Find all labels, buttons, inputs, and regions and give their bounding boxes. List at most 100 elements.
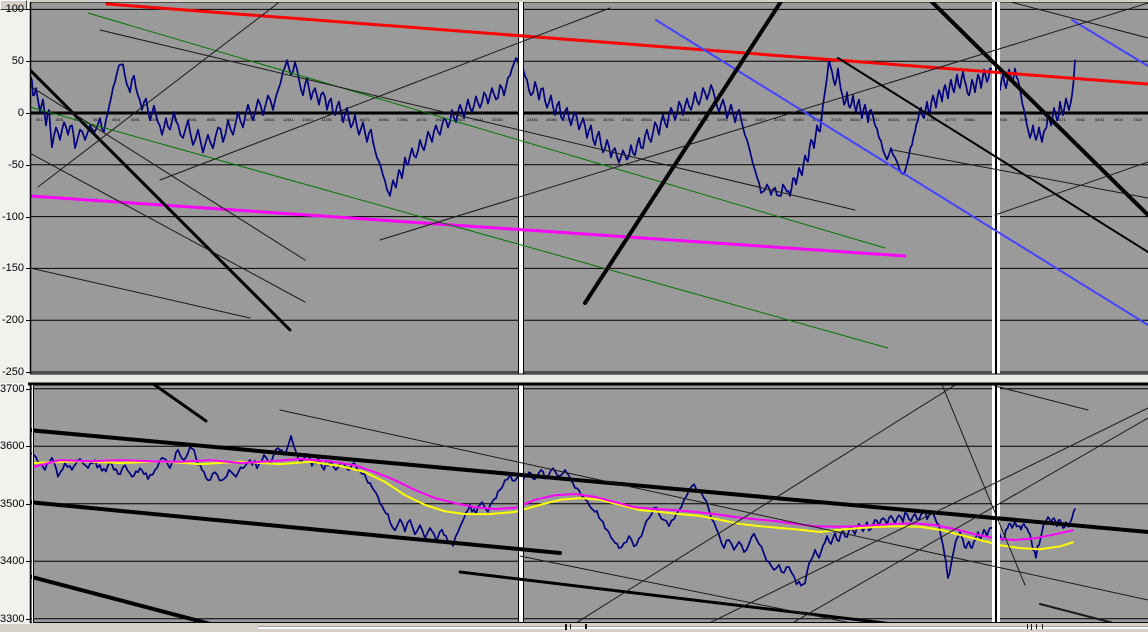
section-divider[interactable] <box>519 385 523 623</box>
trend-line[interactable] <box>560 382 960 632</box>
x-tick-label: 3671 <box>1057 117 1067 122</box>
trend-line[interactable] <box>152 383 208 423</box>
strip-slider-tick[interactable] <box>1027 624 1028 629</box>
x-tick-label: 26751 <box>603 117 615 122</box>
trend-line[interactable] <box>0 137 306 303</box>
x-tick-label: 6404 <box>1114 117 1124 122</box>
trend-line[interactable] <box>30 267 251 319</box>
y-axis-label: 0 <box>17 107 24 119</box>
series-ma-magenta <box>32 458 1074 541</box>
y-axis-margin <box>0 0 30 624</box>
x-tick-label: 6281 <box>150 117 160 122</box>
strip-slider-tick[interactable] <box>585 624 587 629</box>
trend-line[interactable] <box>693 407 1148 631</box>
y-axis-label: -200 <box>1 314 24 327</box>
y-axis-label: -50 <box>8 158 24 171</box>
trend-line[interactable] <box>28 574 218 626</box>
x-tick-label: 24081 <box>546 117 558 122</box>
trend-line[interactable] <box>929 0 1148 217</box>
strip-slider-tick[interactable] <box>565 624 567 630</box>
x-tick-label: 41881 <box>926 117 938 122</box>
section-divider[interactable] <box>995 2 997 374</box>
x-tick-label: 39211 <box>869 117 881 122</box>
y-axis-tick <box>26 268 30 270</box>
trend-line[interactable] <box>1039 603 1148 632</box>
x-tick-label: 18741 <box>416 117 428 122</box>
x-tick-label: 27641 <box>622 117 634 122</box>
x-tick-label: 4501 <box>112 117 122 122</box>
trend-line[interactable] <box>1003 0 1148 39</box>
x-tick-label: 37431 <box>831 117 843 122</box>
momentum-oscillator-panel[interactable]: 9411831272136114501539162817171806189519… <box>0 0 1148 374</box>
x-tick-label: 14291 <box>321 117 333 122</box>
x-tick-label: 40991 <box>907 117 919 122</box>
y-axis-tick <box>26 9 30 11</box>
panel-splitter[interactable] <box>0 374 1148 383</box>
x-tick-label: 7171 <box>169 117 179 122</box>
trend-line[interactable] <box>105 2 1148 86</box>
x-tick-label: 38321 <box>850 117 862 122</box>
trend-line[interactable] <box>87 12 886 249</box>
trend-line[interactable] <box>938 375 1026 586</box>
strip-slider-tick[interactable] <box>1036 624 1037 629</box>
x-tick-label: 13401 <box>302 117 314 122</box>
section-divider[interactable] <box>519 2 523 374</box>
trend-line[interactable] <box>519 555 920 632</box>
trend-line[interactable] <box>583 0 784 305</box>
strip-slider-tick[interactable] <box>570 624 571 629</box>
y-axis-label: -250 <box>1 366 24 378</box>
x-tick-label: 21411 <box>473 117 485 122</box>
y-axis-label: -100 <box>1 210 24 223</box>
trend-line[interactable] <box>28 428 1148 534</box>
trend-line[interactable] <box>994 385 1089 411</box>
strip-slider-tick[interactable] <box>1042 624 1043 629</box>
trend-line[interactable] <box>379 2 1148 241</box>
trend-line[interactable] <box>775 417 1148 632</box>
trend-line[interactable] <box>99 29 856 211</box>
series-oscillator <box>30 57 1076 197</box>
trend-line[interactable] <box>0 67 306 261</box>
x-tick-label: 4582 <box>1076 117 1086 122</box>
x-tick-label: 15181 <box>340 117 352 122</box>
y-axis-tick <box>26 618 30 620</box>
y-axis-label: 50 <box>11 55 24 68</box>
trend-line[interactable] <box>28 67 292 332</box>
x-tick-label: 42771 <box>945 117 957 122</box>
y-axis-tick <box>26 372 30 373</box>
trend-line[interactable] <box>37 0 282 188</box>
y-axis-tick <box>26 388 30 390</box>
trend-line[interactable] <box>892 149 1148 199</box>
plot-area[interactable] <box>30 2 1148 374</box>
status-strip[interactable] <box>0 624 1148 632</box>
trend-line[interactable] <box>994 161 1148 216</box>
x-tick-label: 16961 <box>378 117 390 122</box>
x-tick-label: 28531 <box>641 117 653 122</box>
x-tick-label: 17851 <box>397 117 409 122</box>
x-tick-label: 22301 <box>492 117 504 122</box>
x-tick-label: 43661 <box>964 117 976 122</box>
x-tick-label: 20521 <box>454 117 466 122</box>
strip-groove <box>258 626 1148 629</box>
corner-handle[interactable] <box>0 0 27 10</box>
strip-slider-tick[interactable] <box>1031 624 1032 630</box>
y-axis-label: 3400 <box>0 555 25 568</box>
y-axis-label: 3600 <box>0 440 25 453</box>
x-tick-label: 23191 <box>527 117 539 122</box>
trend-line[interactable] <box>1071 19 1148 67</box>
trend-line[interactable] <box>458 570 1010 632</box>
x-tick-label: 32091 <box>717 117 729 122</box>
y-axis-tick <box>26 503 30 505</box>
trend-line[interactable] <box>30 106 889 349</box>
x-tick-label: 19631 <box>435 117 447 122</box>
section-divider[interactable] <box>995 385 997 623</box>
trend-line[interactable] <box>30 194 907 258</box>
x-tick-label: 938 <box>1000 117 1007 122</box>
trend-line[interactable] <box>159 7 611 181</box>
trend-line[interactable] <box>28 500 562 555</box>
trend-line[interactable] <box>837 57 1148 253</box>
x-tick-label: 24971 <box>565 117 577 122</box>
x-tick-label: 1831 <box>55 117 65 122</box>
trend-line[interactable] <box>279 409 1148 601</box>
price-panel[interactable] <box>28 375 1148 632</box>
